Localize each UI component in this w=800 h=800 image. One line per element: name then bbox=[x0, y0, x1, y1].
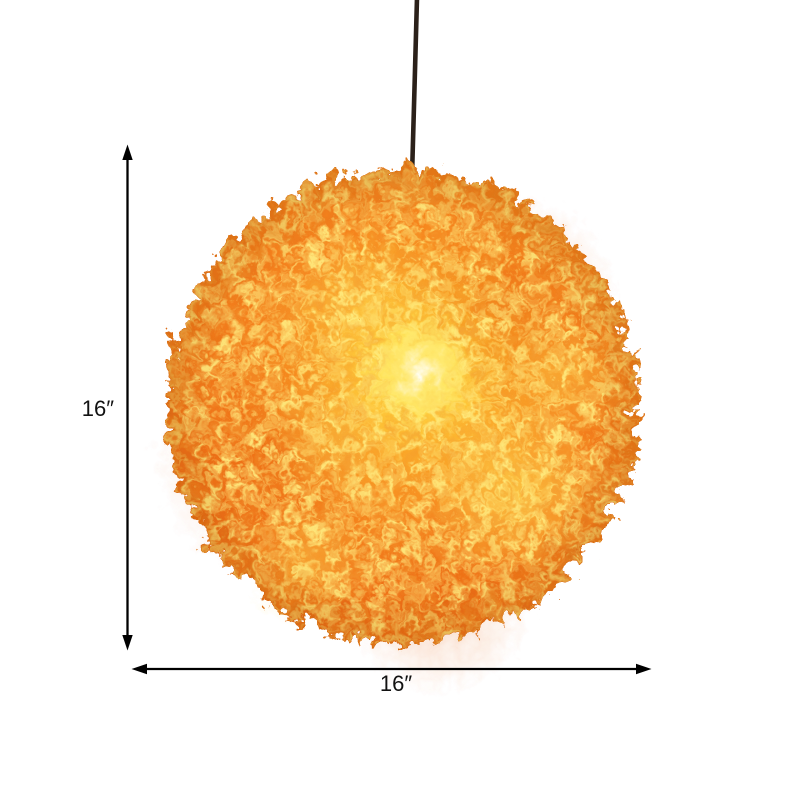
pendant-cord bbox=[409, 0, 420, 179]
arrowhead-down-icon bbox=[122, 635, 133, 651]
height-dimension-arrow bbox=[122, 144, 133, 651]
bulb-glow bbox=[360, 314, 464, 418]
width-dimension-label: 16″ bbox=[379, 671, 413, 696]
arrowhead-up-icon bbox=[122, 144, 133, 160]
leaf-ball bbox=[147, 163, 633, 687]
arrowhead-right-icon bbox=[636, 663, 652, 675]
height-dimension-label: 16″ bbox=[81, 396, 114, 421]
width-dimension-arrow bbox=[131, 663, 652, 675]
arrowhead-left-icon bbox=[131, 663, 147, 675]
